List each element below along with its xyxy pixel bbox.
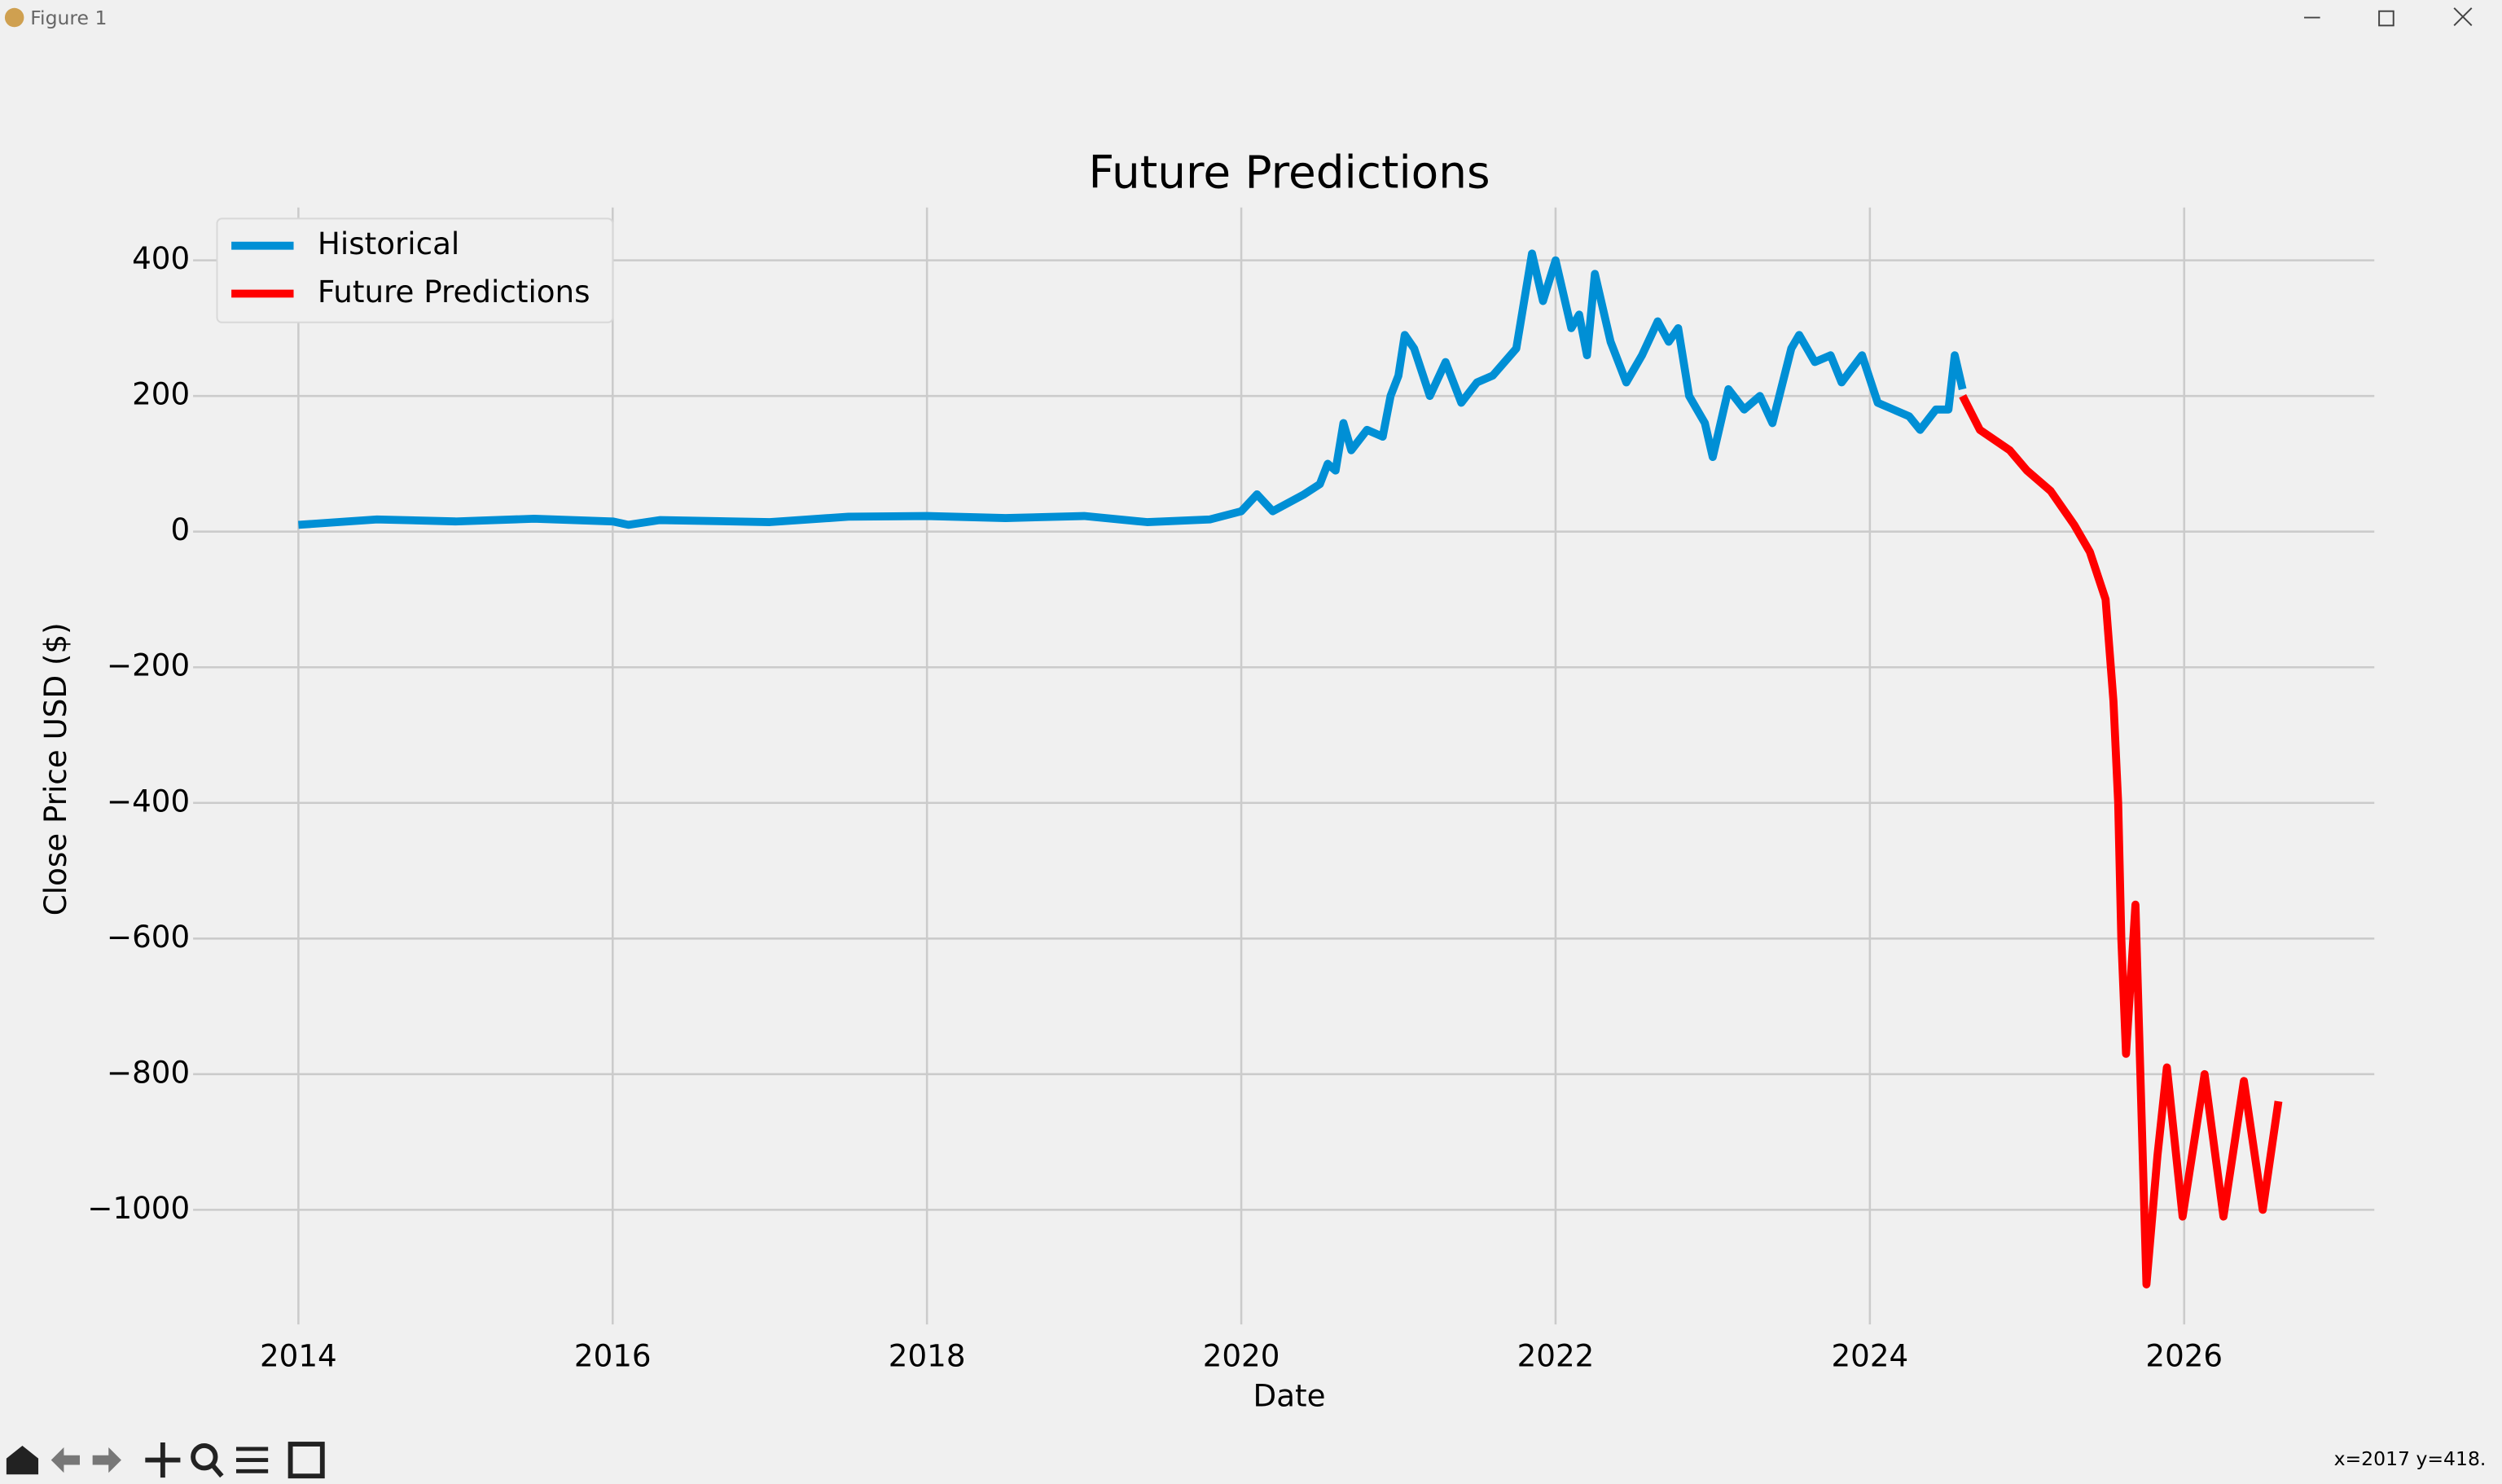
x-tick-label: 2020 (1203, 1338, 1280, 1374)
y-axis-label: Close Price USD ($) (37, 622, 73, 915)
forward-button[interactable] (92, 1447, 121, 1473)
y-tick-label: −1000 (87, 1190, 190, 1226)
window-title: Figure 1 (30, 7, 107, 29)
save-button[interactable] (288, 1442, 325, 1479)
close-button[interactable] (2453, 7, 2473, 27)
x-tick-label: 2026 (2145, 1338, 2223, 1374)
y-tick-label: −400 (107, 783, 190, 819)
x-tick-label: 2016 (574, 1338, 652, 1374)
y-tick-label: −600 (107, 919, 190, 955)
x-tick-label: 2022 (1517, 1338, 1595, 1374)
app-icon (4, 7, 24, 28)
line-series (1959, 393, 2283, 1289)
back-button[interactable] (50, 1447, 80, 1473)
x-axis-label: Date (1253, 1378, 1326, 1414)
plot-area: −1000 −800 −600 −400 −200 0 200 400 2014 2016 2018… (87, 207, 2375, 1374)
restore-button[interactable] (2378, 10, 2394, 27)
x-tick-label: 2018 (889, 1338, 966, 1374)
zoom-button[interactable] (191, 1443, 224, 1478)
y-tick-label: −200 (107, 648, 190, 683)
legend-box (216, 217, 614, 323)
legend-label: Historical (318, 226, 459, 261)
home-button[interactable] (6, 1445, 39, 1475)
x-tick-label: 2014 (260, 1338, 337, 1374)
y-tick-label: −800 (107, 1054, 190, 1090)
x-tick-label: 2024 (1831, 1338, 1908, 1374)
y-tick-label: 0 (170, 511, 190, 547)
chart-title: Future Predictions (1088, 147, 1490, 199)
line-series (298, 249, 1967, 529)
legend: Historical Future Predictions (216, 217, 614, 323)
configure-button[interactable] (235, 1447, 269, 1473)
y-tick-label: 400 (132, 240, 190, 276)
y-tick-label: 200 (132, 376, 190, 412)
status-text: x=2017 y=418. (2334, 1447, 2487, 1470)
legend-label: Future Predictions (318, 274, 590, 310)
toolbar: x=2017 y=418. (6, 1442, 2487, 1479)
pan-button[interactable] (145, 1442, 181, 1478)
